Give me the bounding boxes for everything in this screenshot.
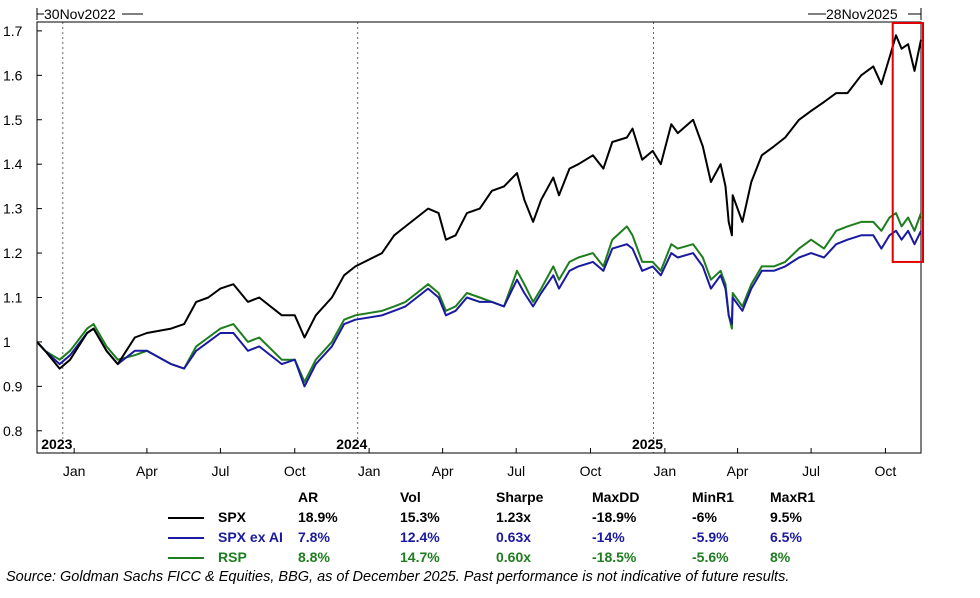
legend-swatch (168, 507, 212, 527)
stats-row: RSP 8.8% 14.7% 0.60x -18.5% -5.6% 8% (168, 547, 850, 567)
x-tick-label: Jan (358, 463, 381, 479)
x-tick-label: Jan (63, 463, 86, 479)
stats-cell: 8.8% (298, 549, 330, 565)
y-tick-label: 1.5 (3, 112, 23, 128)
x-tick-label: Jul (507, 463, 525, 479)
stats-cell: 0.63x (496, 529, 532, 545)
y-tick-label: 1.7 (3, 23, 23, 39)
year-label: 2025 (632, 436, 663, 452)
date-range-bar: 30Nov2022 28Nov2025 (36, 6, 922, 22)
stats-row-name: RSP (218, 549, 247, 565)
stats-cell: 8% (770, 549, 791, 565)
stats-cell: -5.6% (692, 549, 729, 565)
stats-cell: -6% (692, 509, 717, 525)
stats-cell: 18.9% (298, 509, 338, 525)
stats-cell: 0.60x (496, 549, 532, 565)
header-vol: Vol (400, 489, 421, 505)
stats-row-name: SPX ex AI (218, 529, 283, 545)
stats-row: SPX 18.9% 15.3% 1.23x -18.9% -6% 9.5% (168, 507, 850, 527)
header-minr1: MinR1 (692, 489, 734, 505)
x-tick-label: Apr (136, 463, 158, 479)
stats-cell: 9.5% (770, 509, 802, 525)
range-end-label: 28Nov2025 (826, 6, 898, 22)
stats-cell: -18.5% (592, 549, 637, 565)
series-line-spx (36, 34, 922, 370)
x-tick-label: Jul (802, 463, 820, 479)
series-line-spx-ex-ai (36, 229, 922, 388)
stats-cell: 6.5% (770, 529, 802, 545)
stats-cell: 7.8% (298, 529, 330, 545)
x-tick-label: Oct (580, 463, 602, 479)
source-note: Source: Goldman Sachs FICC & Equities, B… (6, 569, 790, 585)
y-tick-label: 1.4 (3, 156, 23, 172)
y-tick-label: 0.8 (3, 423, 23, 439)
x-tick-label: Jul (211, 463, 229, 479)
legend-swatch (168, 527, 212, 547)
x-tick-label: Apr (727, 463, 749, 479)
legend-swatch (168, 547, 212, 567)
stats-row: SPX ex AI 7.8% 12.4% 0.63x -14% -5.9% 6.5% (168, 527, 850, 547)
stats-cell: -5.9% (692, 529, 729, 545)
header-maxr1: MaxR1 (770, 489, 816, 505)
stats-cell: -14% (592, 529, 625, 545)
stats-table: AR Vol Sharpe MaxDD MinR1 MaxR1 SPX 18.9%… (168, 487, 850, 567)
year-label: 2024 (336, 436, 367, 452)
y-tick-label: 1 (3, 334, 11, 350)
x-tick-label: Apr (432, 463, 454, 479)
performance-line-chart: 30Nov2022 28Nov2025 0.8 0.9 1 1.1 1.2 1.3 1.4 1… (3, 6, 924, 479)
x-tick-label: Oct (284, 463, 306, 479)
stats-cell: -18.9% (592, 509, 637, 525)
stats-row-name: SPX (218, 509, 247, 525)
highlight-box (891, 22, 924, 263)
series-layer (36, 34, 922, 388)
series-line-rsp (36, 212, 922, 383)
header-sharpe: Sharpe (496, 489, 544, 505)
y-tick-label: 1.1 (3, 289, 23, 305)
stats-header-row: AR Vol Sharpe MaxDD MinR1 MaxR1 (168, 487, 850, 507)
x-tick-label: Jan (654, 463, 677, 479)
y-tick-label: 1.2 (3, 245, 23, 261)
range-start-label: 30Nov2022 (44, 6, 116, 22)
header-maxdd: MaxDD (592, 489, 640, 505)
y-axis: 0.8 0.9 1 1.1 1.2 1.3 1.4 1.5 1.6 1.7 (3, 23, 42, 439)
stats-cell: 12.4% (400, 529, 440, 545)
stats-cell: 14.7% (400, 549, 440, 565)
stats-cell: 1.23x (496, 509, 532, 525)
header-ar: AR (298, 489, 319, 505)
y-tick-label: 1.3 (3, 201, 23, 217)
stats-cell: 15.3% (400, 509, 440, 525)
y-tick-label: 0.9 (3, 378, 23, 394)
x-tick-label: Oct (875, 463, 897, 479)
y-tick-label: 1.6 (3, 67, 23, 83)
plot-frame (36, 21, 922, 454)
x-axis: Jan Apr Jul Oct Jan Apr Jul Oct Jan Apr Jul Oct 2023… (41, 22, 896, 479)
year-label: 2023 (41, 436, 72, 452)
